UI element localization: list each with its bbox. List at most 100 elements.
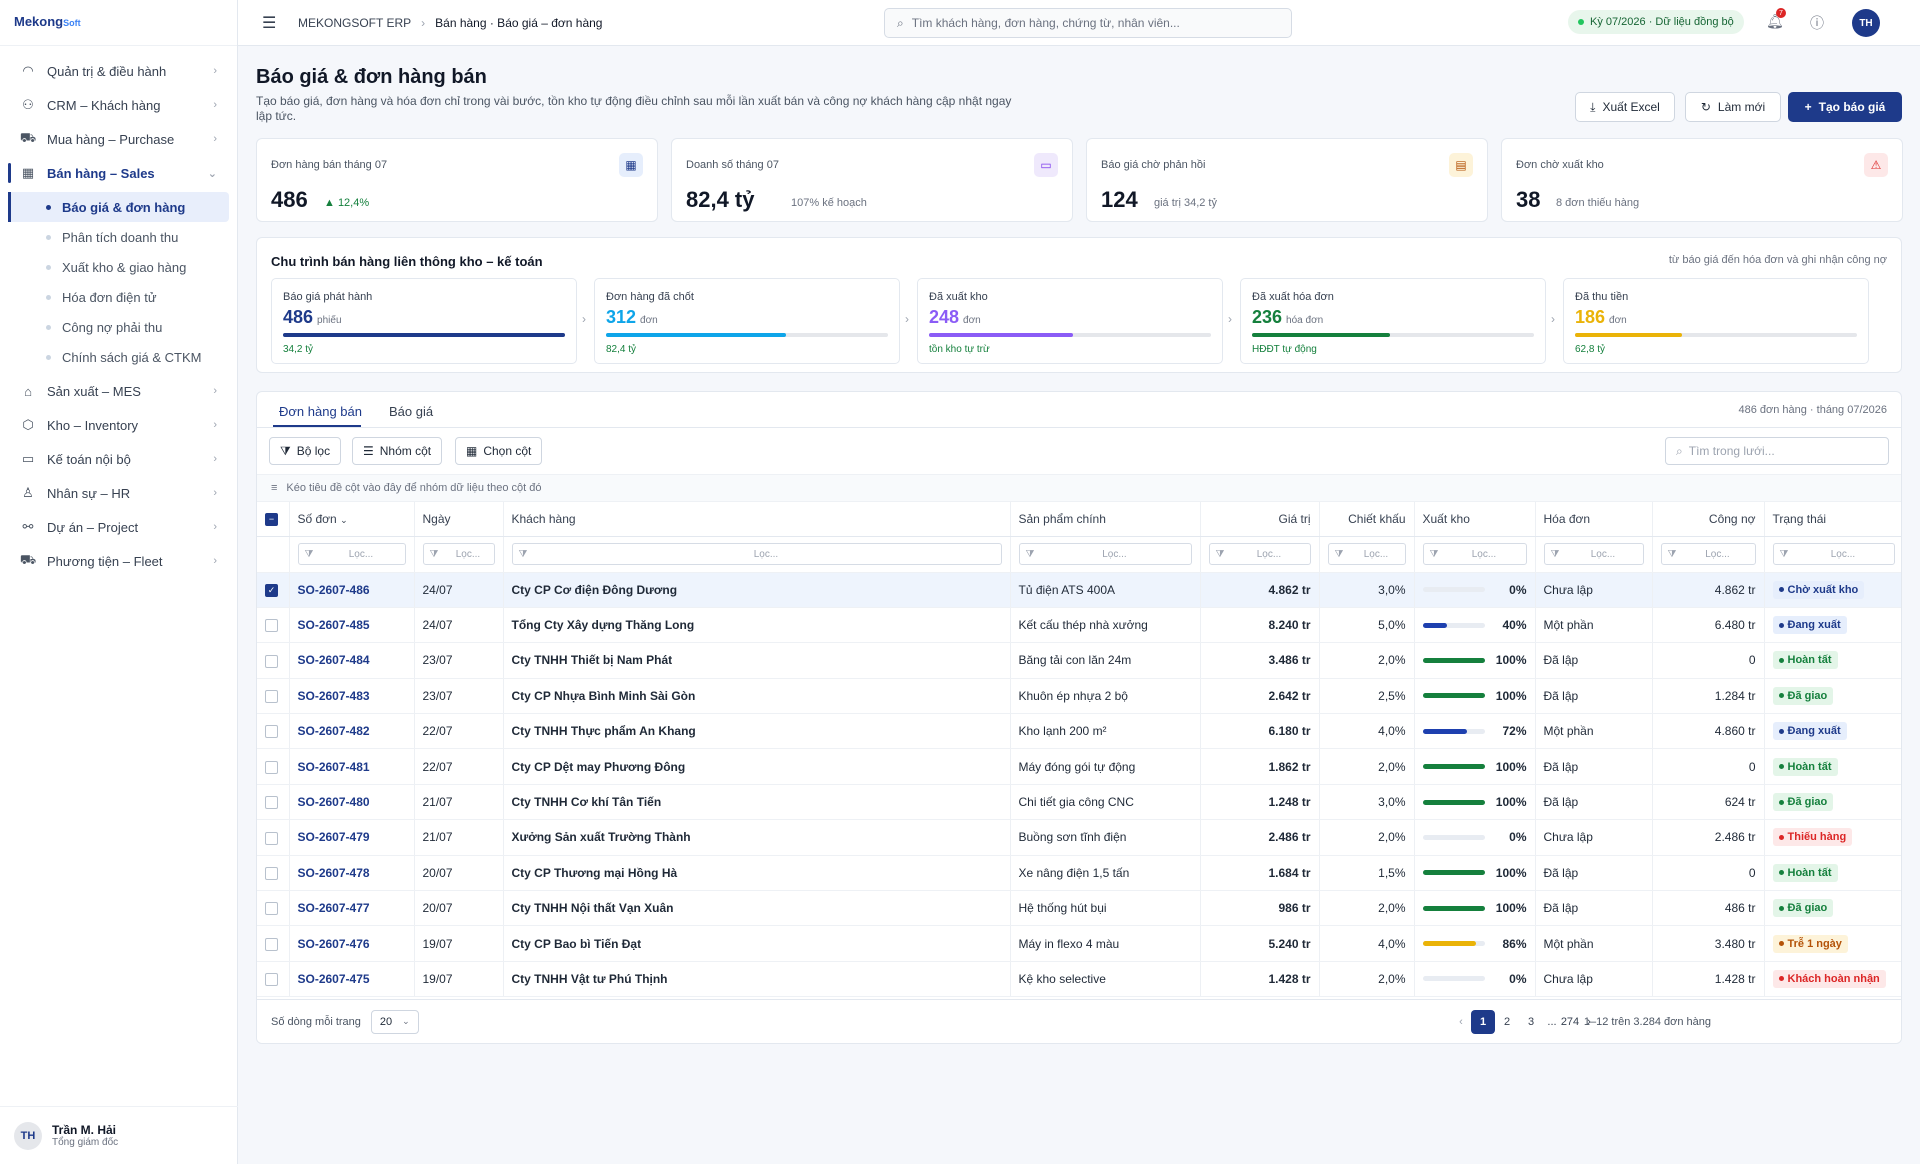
table-row[interactable]: SO-2607-485 24/07 Tổng Cty Xây dựng Thăn… bbox=[257, 607, 1901, 644]
table-row[interactable]: SO-2607-478 20/07 Cty CP Thương mại Hồng… bbox=[257, 855, 1901, 892]
grid-search-input[interactable]: ⌕ Tìm trong lưới... bbox=[1665, 437, 1889, 465]
column-filter-input[interactable]: ⧩ Lọc... bbox=[1660, 543, 1756, 565]
help-icon[interactable]: ⓘ bbox=[1810, 15, 1824, 31]
order-number-link[interactable]: SO-2607-485 bbox=[289, 607, 415, 644]
sidebar-item-kho-inventory[interactable]: ⬡ Kho – Inventory › bbox=[0, 408, 237, 442]
order-number-link[interactable]: SO-2607-486 bbox=[289, 572, 415, 608]
tab-quotes[interactable]: Báo giá bbox=[389, 404, 434, 419]
sidebar-item-mua-hang-purchase[interactable]: ⛟ Mua hàng – Purchase › bbox=[0, 122, 237, 156]
sidebar-item-du-an-project[interactable]: ⚯ Dự án – Project › bbox=[0, 510, 237, 544]
choose-columns-button[interactable]: ▦ Chọn cột bbox=[455, 437, 543, 465]
sidebar-item-ban-hang-sales[interactable]: ▦ Bán hàng – Sales ⌄ bbox=[0, 156, 237, 190]
customer-name[interactable]: Cty CP Thương mại Hồng Hà bbox=[503, 855, 1011, 892]
column-filter-input[interactable]: ⧩ Lọc... bbox=[422, 543, 495, 565]
order-number-link[interactable]: SO-2607-480 bbox=[289, 784, 415, 821]
sidebar-subitem-phan-tich-doanh-thu[interactable]: Phân tích doanh thu bbox=[8, 222, 229, 252]
customer-name[interactable]: Cty CP Nhựa Bình Minh Sài Gòn bbox=[503, 678, 1011, 715]
column-filter-input[interactable]: ⧩ Lọc... bbox=[1422, 543, 1527, 565]
page-1[interactable]: 1 bbox=[1471, 1010, 1495, 1034]
column-filter-input[interactable]: ⧩ Lọc... bbox=[1772, 543, 1895, 565]
user-avatar[interactable]: TH bbox=[1852, 9, 1880, 37]
table-row[interactable]: SO-2607-483 23/07 Cty CP Nhựa Bình Minh … bbox=[257, 678, 1901, 715]
column-header-cong-no[interactable]: Công nợ bbox=[1652, 502, 1765, 537]
create-quote-button[interactable]: + Tạo báo giá bbox=[1788, 92, 1902, 122]
order-number-link[interactable]: SO-2607-476 bbox=[289, 925, 415, 962]
kpi-card[interactable]: Đơn chờ xuất kho 38 8 đơn thiếu hàng ⚠ bbox=[1501, 138, 1903, 222]
prev-page-icon[interactable]: ‹ bbox=[1459, 1016, 1463, 1028]
order-number-link[interactable]: SO-2607-479 bbox=[289, 819, 415, 856]
order-number-link[interactable]: SO-2607-478 bbox=[289, 855, 415, 892]
order-number-link[interactable]: SO-2607-481 bbox=[289, 748, 415, 785]
column-header-khach-hang[interactable]: Khách hàng bbox=[503, 502, 1011, 537]
row-checkbox[interactable] bbox=[265, 654, 278, 668]
table-row[interactable]: SO-2607-480 21/07 Cty TNHH Cơ khí Tân Ti… bbox=[257, 784, 1901, 821]
row-checkbox[interactable] bbox=[265, 937, 278, 951]
export-excel-button[interactable]: ⤓ Xuất Excel bbox=[1575, 92, 1675, 122]
group-columns-button[interactable]: ☰ Nhóm cột bbox=[352, 437, 443, 465]
column-header-san-pham-chinh[interactable]: Sản phẩm chính bbox=[1010, 502, 1201, 537]
sidebar-item-phuong-tien-fleet[interactable]: ⛟ Phương tiện – Fleet › bbox=[0, 544, 237, 578]
column-header-trang-thai[interactable]: Trạng thái bbox=[1764, 502, 1901, 537]
customer-name[interactable]: Xưởng Sản xuất Trường Thành bbox=[503, 819, 1011, 856]
page-2[interactable]: 2 bbox=[1503, 1016, 1511, 1028]
column-filter-input[interactable]: ⧩ Lọc... bbox=[1543, 543, 1644, 565]
sidebar-item-quan-tri-dieu-hanh[interactable]: ◠ Quản trị & điều hành › bbox=[0, 54, 237, 88]
column-header-xuat-kho[interactable]: Xuất kho bbox=[1414, 502, 1536, 537]
order-number-link[interactable]: SO-2607-477 bbox=[289, 890, 415, 927]
row-checkbox[interactable]: ✓ bbox=[265, 583, 278, 597]
page-3[interactable]: 3 bbox=[1527, 1016, 1535, 1028]
customer-name[interactable]: Cty TNHH Vật tư Phú Thịnh bbox=[503, 961, 1011, 998]
filter-button[interactable]: ⧩ Bộ lọc bbox=[269, 437, 342, 465]
customer-name[interactable]: Cty TNHH Nội thất Vạn Xuân bbox=[503, 890, 1011, 927]
order-number-link[interactable]: SO-2607-484 bbox=[289, 642, 415, 679]
tab-orders[interactable]: Đơn hàng bán bbox=[279, 404, 362, 419]
sidebar-item-nhan-su-hr[interactable]: ♙ Nhân sự – HR › bbox=[0, 476, 237, 510]
column-filter-input[interactable]: ⧩ Lọc... bbox=[1018, 543, 1192, 565]
row-checkbox[interactable] bbox=[265, 973, 278, 987]
column-filter-input[interactable]: ⧩ Lọc... bbox=[297, 543, 406, 565]
order-number-link[interactable]: SO-2607-483 bbox=[289, 678, 415, 715]
column-header-so-don[interactable]: Số đơn ⌄ bbox=[289, 502, 415, 537]
sidebar-item-ke-toan-noi-bo[interactable]: ▭ Kế toán nội bộ › bbox=[0, 442, 237, 476]
table-row[interactable]: SO-2607-475 19/07 Cty TNHH Vật tư Phú Th… bbox=[257, 961, 1901, 998]
customer-name[interactable]: Cty CP Bao bì Tiến Đạt bbox=[503, 925, 1011, 962]
row-checkbox[interactable] bbox=[265, 725, 278, 739]
global-search-input[interactable]: ⌕ Tìm khách hàng, đơn hàng, chứng từ, nh… bbox=[884, 8, 1292, 38]
row-checkbox[interactable] bbox=[265, 866, 278, 880]
customer-name[interactable]: Cty CP Cơ điện Đông Dương bbox=[503, 572, 1011, 608]
column-filter-input[interactable]: ⧩ Lọc... bbox=[1208, 543, 1311, 565]
column-header-hoa-don[interactable]: Hóa đơn bbox=[1535, 502, 1653, 537]
order-number-link[interactable]: SO-2607-482 bbox=[289, 713, 415, 750]
page-size-select[interactable]: 20 ⌄ bbox=[370, 1009, 419, 1034]
breadcrumb-root[interactable]: MEKONGSOFT ERP bbox=[298, 15, 412, 30]
table-row[interactable]: SO-2607-482 22/07 Cty TNHH Thực phẩm An … bbox=[257, 713, 1901, 750]
column-header-ngay[interactable]: Ngày bbox=[414, 502, 504, 537]
kpi-card[interactable]: Báo giá chờ phản hồi 124 giá trị 34,2 tỷ… bbox=[1086, 138, 1488, 222]
flow-stage[interactable]: Đã thu tiền 186 đơn 62,8 tỷ bbox=[1563, 278, 1869, 364]
refresh-button[interactable]: ↻ Làm mới bbox=[1685, 92, 1781, 122]
menu-icon[interactable]: ☰ bbox=[262, 14, 277, 32]
kpi-card[interactable]: Doanh số tháng 07 82,4 tỷ 107% kế hoạch … bbox=[671, 138, 1073, 222]
group-drop-zone[interactable]: ≡ Kéo tiêu đề cột vào đây để nhóm dữ liệu… bbox=[257, 474, 1901, 502]
kpi-card[interactable]: Đơn hàng bán tháng 07 486 ▲ 12,4% ▦ bbox=[256, 138, 658, 222]
brand-logo[interactable]: MekongSoft bbox=[0, 0, 237, 46]
row-checkbox[interactable] bbox=[265, 619, 278, 633]
customer-name[interactable]: Tổng Cty Xây dựng Thăng Long bbox=[503, 607, 1011, 644]
next-page-icon[interactable]: › bbox=[1587, 1016, 1591, 1028]
table-row[interactable]: SO-2607-479 21/07 Xưởng Sản xuất Trường … bbox=[257, 819, 1901, 856]
order-number-link[interactable]: SO-2607-475 bbox=[289, 961, 415, 998]
sidebar-subitem-bao-gia-don-hang[interactable]: Báo giá & đơn hàng bbox=[8, 192, 229, 222]
row-checkbox[interactable] bbox=[265, 690, 278, 704]
customer-name[interactable]: Cty TNHH Thực phẩm An Khang bbox=[503, 713, 1011, 750]
row-checkbox[interactable] bbox=[265, 902, 278, 916]
column-header-gia-tri[interactable]: Giá trị bbox=[1200, 502, 1320, 537]
flow-stage[interactable]: Đơn hàng đã chốt 312 đơn 82,4 tỷ bbox=[594, 278, 900, 364]
customer-name[interactable]: Cty TNHH Thiết bị Nam Phát bbox=[503, 642, 1011, 679]
sidebar-subitem-xuat-kho-giao-hang[interactable]: Xuất kho & giao hàng bbox=[8, 252, 229, 282]
sidebar-subitem-hoa-don-dien-tu[interactable]: Hóa đơn điện tử bbox=[8, 282, 229, 312]
column-header-chiet-khau[interactable]: Chiết khấu bbox=[1319, 502, 1415, 537]
sidebar-subitem-cong-no-phai-thu[interactable]: Công nợ phải thu bbox=[8, 312, 229, 342]
select-all-checkbox[interactable]: − bbox=[265, 512, 278, 526]
column-filter-input[interactable]: ⧩ Lọc... bbox=[511, 543, 1002, 565]
flow-stage[interactable]: Báo giá phát hành 486 phiếu 34,2 tỷ bbox=[271, 278, 577, 364]
